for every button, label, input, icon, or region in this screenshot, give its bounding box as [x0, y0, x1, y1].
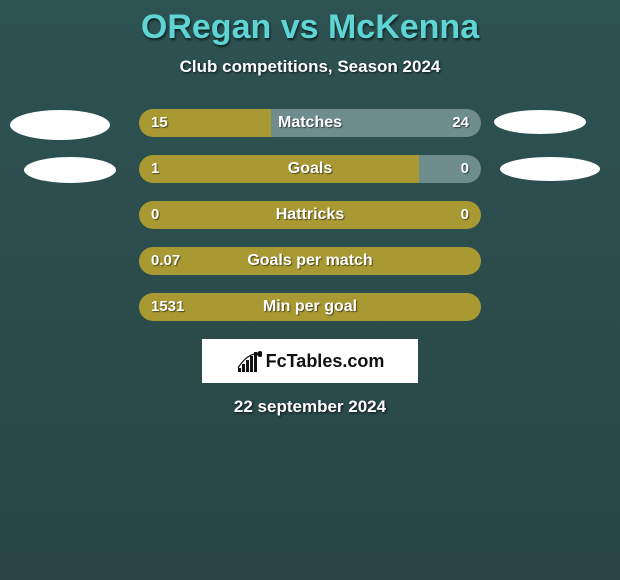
stat-row: Matches1524: [139, 109, 481, 137]
player-photo-placeholder: [494, 110, 586, 134]
date-label: 22 september 2024: [0, 397, 620, 417]
stat-row: Min per goal1531: [139, 293, 481, 321]
subtitle: Club competitions, Season 2024: [0, 57, 620, 77]
stat-bar-right: [271, 109, 481, 137]
logo-text: FcTables.com: [266, 351, 385, 372]
stat-bar-right: [419, 155, 481, 183]
page-title: ORegan vs McKenna: [0, 8, 620, 47]
stat-bar-left: [139, 201, 481, 229]
stat-row: Hattricks00: [139, 201, 481, 229]
player-photo-placeholder: [24, 157, 116, 183]
infographic-container: ORegan vs McKenna Club competitions, Sea…: [0, 0, 620, 417]
stat-area: Matches1524 Goals10 Hattricks00 Goals per m…: [0, 109, 620, 321]
player-photo-placeholder: [10, 110, 110, 140]
stat-bar-left: [139, 293, 481, 321]
stat-bar-left: [139, 155, 419, 183]
stat-bar-left: [139, 247, 481, 275]
stat-bar-left: [139, 109, 271, 137]
stat-row: Goals10: [139, 155, 481, 183]
stat-row: Goals per match0.07: [139, 247, 481, 275]
player-photo-placeholder: [500, 157, 600, 181]
fctables-chart-icon: [236, 350, 262, 372]
logo-box: FcTables.com: [202, 339, 418, 383]
